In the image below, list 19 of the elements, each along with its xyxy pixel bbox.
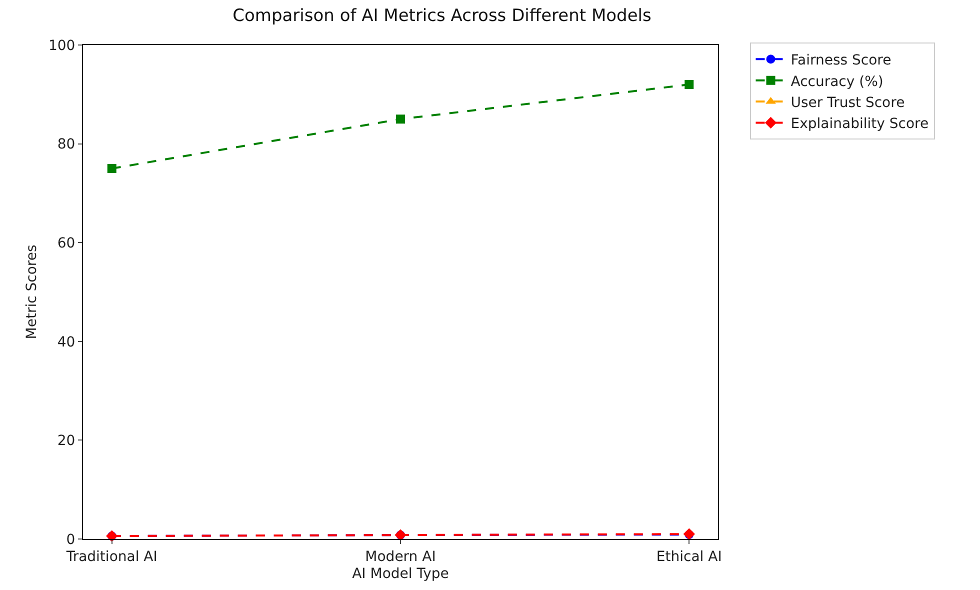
y-tick-label: 60 bbox=[57, 236, 76, 252]
x-tick-label: Traditional AI bbox=[65, 548, 158, 565]
legend-label: Explainability Score bbox=[790, 116, 929, 132]
point bbox=[684, 80, 694, 90]
y-tick-label: 80 bbox=[57, 136, 76, 153]
x-axis-title: AI Model Type bbox=[352, 566, 449, 582]
legend-label: Accuracy (%) bbox=[790, 74, 884, 90]
legend-label: Fairness Score bbox=[790, 52, 892, 69]
y-tick-label: 40 bbox=[57, 334, 76, 350]
point bbox=[107, 164, 116, 173]
x-tick-label: Modern AI bbox=[365, 548, 436, 565]
chart-title: Comparison of AI Metrics Across Different Models bbox=[232, 6, 652, 26]
y-tick-label: 0 bbox=[66, 532, 76, 548]
y-tick-label: 20 bbox=[57, 433, 76, 450]
legend-label: User Trust Score bbox=[790, 94, 905, 111]
x-tick-label: Ethical AI bbox=[656, 548, 722, 565]
y-tick-label: 100 bbox=[48, 38, 76, 54]
point bbox=[396, 114, 405, 124]
y-axis-title: Metric Scores bbox=[24, 244, 40, 340]
